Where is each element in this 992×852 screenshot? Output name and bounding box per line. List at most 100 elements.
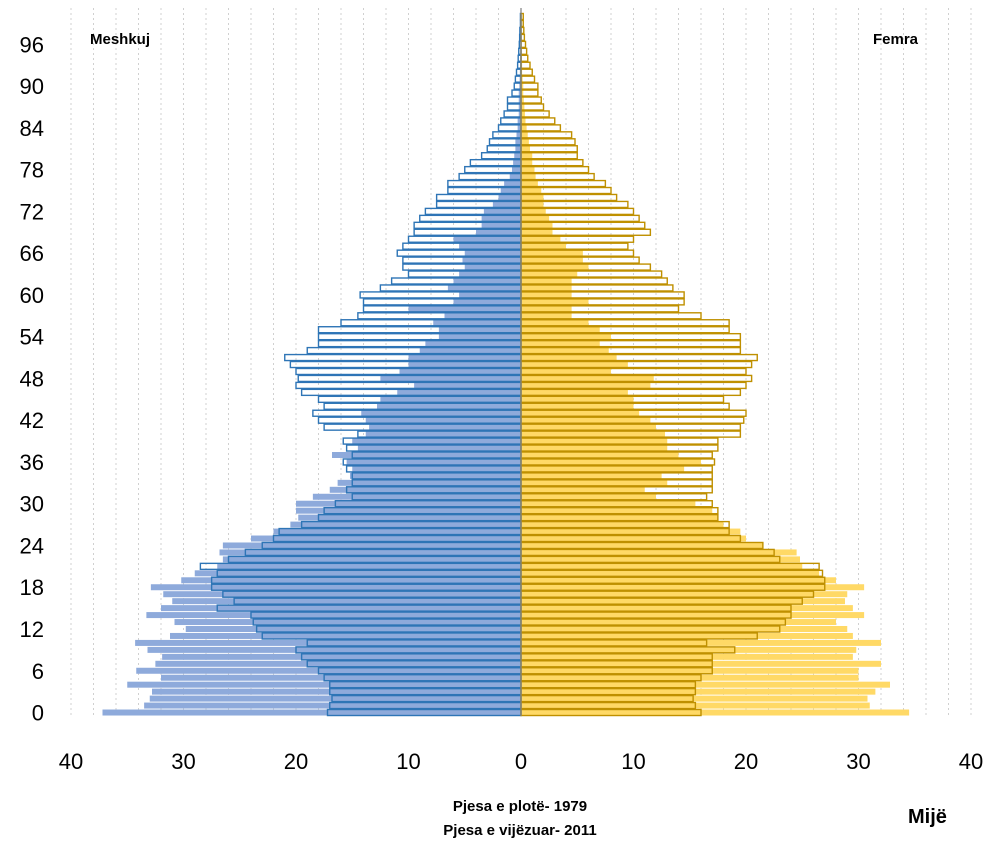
bar-female-1979 [521, 542, 763, 549]
bar-female-1979 [521, 333, 611, 340]
bar-female-1979 [521, 688, 876, 695]
unit-label: Mijë [908, 806, 947, 828]
bar-female-1979 [521, 653, 853, 660]
bar-male-1979 [222, 542, 521, 549]
bar-male-1979 [453, 278, 521, 284]
bar-male-1979 [329, 486, 521, 493]
y-tick-label: 42 [20, 408, 44, 433]
bar-female-2011 [520, 40, 527, 49]
bar-male-1979 [459, 243, 521, 250]
y-tick-label: 18 [20, 575, 44, 600]
female-side-label: Femra [873, 31, 919, 48]
bar-male-1979 [147, 646, 521, 653]
bar-male-1979 [170, 632, 521, 639]
bar-female-1979 [521, 424, 656, 431]
bar-female-1979 [521, 305, 572, 312]
y-tick-label: 0 [32, 701, 44, 726]
bar-female-1979 [521, 646, 857, 653]
bar-female-1979 [521, 695, 868, 702]
bar-male-1979 [481, 215, 521, 222]
bar-male-1979 [408, 354, 521, 361]
y-tick-label: 96 [20, 32, 44, 57]
bar-female-1979 [521, 340, 600, 347]
bar-female-1979 [521, 382, 651, 389]
legend-outline-caption: Pjesa e vijëzuar- 2011 [443, 822, 597, 839]
bar-male-1979 [476, 229, 521, 236]
bar-female-1979 [521, 347, 609, 354]
bar-male-1979 [377, 403, 521, 410]
y-tick-label: 24 [20, 533, 44, 558]
bar-female-1979 [521, 639, 881, 646]
bar-male-1979 [504, 180, 521, 187]
bar-male-1979 [185, 626, 521, 632]
bar-female-1979 [521, 674, 859, 681]
bar-male-1979 [332, 452, 521, 458]
bar-female-2011 [520, 61, 531, 69]
bar-female-2011 [520, 96, 542, 104]
bar-male-1979 [162, 653, 521, 660]
bar-male-1979 [438, 333, 521, 340]
bar-female-2011 [520, 131, 573, 139]
bar-male-1979 [352, 465, 521, 472]
bar-male-1979 [433, 319, 521, 326]
bar-male-1979 [312, 493, 521, 500]
bar-male-1979 [514, 152, 521, 159]
bar-male-1979 [464, 250, 521, 257]
bar-male-1979 [447, 284, 521, 291]
bar-male-1979 [361, 410, 521, 417]
bar-female-1979 [521, 626, 848, 632]
bar-male-1979 [174, 619, 521, 626]
bar-male-1979 [161, 605, 521, 612]
bar-male-1979 [518, 97, 521, 104]
bar-male-1979 [152, 688, 521, 695]
bar-female-1979 [521, 577, 836, 584]
bar-male-1979 [464, 264, 521, 271]
y-tick-label: 84 [20, 116, 44, 141]
bar-male-1979 [296, 500, 521, 507]
bar-female-2011 [520, 89, 539, 97]
bar-female-1979 [521, 403, 634, 410]
bar-female-1979 [521, 173, 536, 180]
bar-male-1979 [352, 438, 521, 445]
y-tick-label: 36 [20, 450, 44, 475]
bar-male-1979 [517, 117, 521, 124]
bar-female-1979 [521, 584, 865, 591]
y-tick-label: 54 [20, 325, 44, 350]
bar-female-1979 [521, 76, 523, 83]
bar-female-1979 [521, 194, 544, 201]
bar-female-1979 [521, 605, 853, 612]
bar-male-1979 [459, 271, 521, 278]
bar-female-1979 [521, 528, 741, 535]
bar-male-1979 [397, 389, 521, 396]
bar-female-2011 [520, 138, 576, 146]
bar-female-1979 [521, 535, 746, 542]
bar-female-1979 [521, 284, 572, 291]
bar-female-1979 [521, 229, 553, 236]
bar-male-1979 [509, 173, 521, 180]
bar-male-1979 [453, 236, 521, 243]
bar-male-1979 [296, 507, 521, 514]
bar-male-1979 [516, 131, 521, 138]
bar-female-1979 [521, 312, 572, 319]
bar-female-1979 [521, 598, 845, 605]
bar-male-1979 [517, 124, 521, 131]
bar-female-2011 [520, 124, 562, 132]
y-tick-label: 6 [32, 659, 44, 684]
bar-female-1979 [521, 152, 533, 159]
bar-female-1979 [521, 236, 561, 243]
bar-female-1979 [521, 319, 589, 326]
bar-male-1979 [144, 702, 521, 709]
bar-male-2011 [503, 110, 522, 118]
bar-female-1979 [521, 619, 836, 626]
bar-male-1979 [408, 305, 521, 312]
bar-female-2011 [520, 110, 550, 118]
bar-male-1979 [462, 257, 521, 264]
bar-male-1979 [222, 556, 521, 563]
bar-male-1979 [408, 361, 521, 368]
bar-female-1979 [521, 90, 524, 97]
bars-1979 [102, 13, 910, 716]
x-tick-labels: 40 30 20 10 0 10 20 30 40 [59, 749, 983, 774]
bar-male-1979 [380, 396, 521, 403]
bar-female-2011 [520, 68, 533, 76]
x-tick-label: 40 [959, 749, 983, 774]
